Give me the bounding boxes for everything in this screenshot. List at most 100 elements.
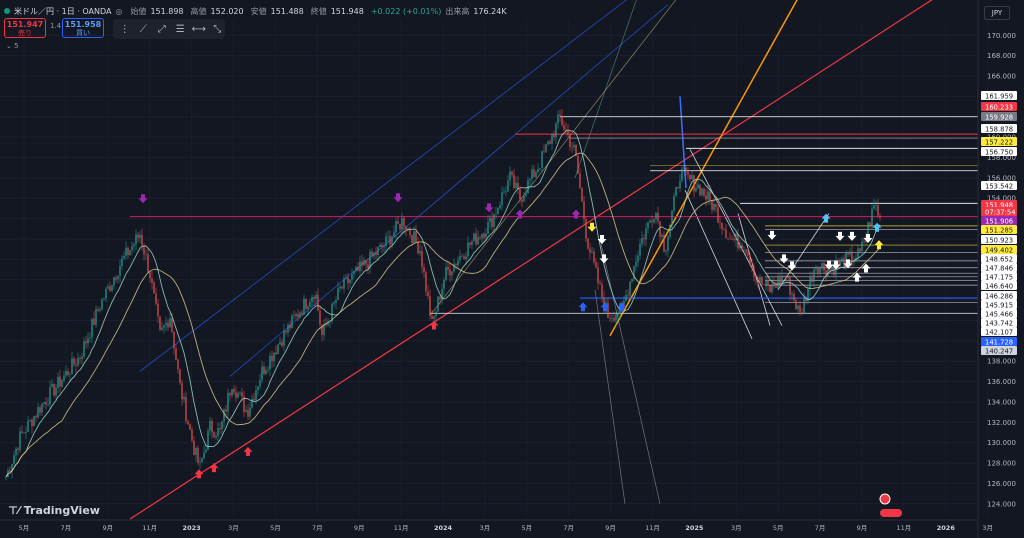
candle-body [627, 294, 629, 296]
price-tag-label: 158.878 [985, 126, 1013, 134]
price-tag-label: 157.222 [985, 139, 1013, 147]
candle-body [155, 293, 157, 304]
buy-button[interactable]: 151.958 買い [62, 18, 104, 38]
candle-body [39, 407, 41, 413]
candle-body [645, 228, 647, 240]
candle-body [133, 244, 135, 247]
fib-tool-icon[interactable]: ☰ [175, 23, 185, 35]
candle-body [565, 129, 567, 131]
currency-button[interactable]: JPY [984, 6, 1010, 20]
candle-body [235, 392, 237, 398]
candle-body [765, 280, 767, 285]
ray-tool-icon[interactable]: ⤢ [157, 23, 166, 35]
candle-body [821, 263, 823, 267]
candle-body [189, 424, 191, 430]
time-tick-label: 5月 [19, 524, 30, 532]
grip-icon[interactable]: ⋮ [119, 23, 130, 35]
candle-body [723, 228, 725, 230]
candle-body [717, 207, 719, 223]
candle-body [535, 172, 537, 177]
candle-body [769, 285, 771, 293]
candle-body [269, 355, 271, 370]
candle-body [229, 393, 231, 396]
candle-body [99, 309, 101, 311]
sell-button[interactable]: 151.947 売り [4, 18, 46, 38]
candle-body [519, 189, 521, 200]
candle-body [149, 272, 151, 279]
time-tick-label: 5月 [270, 524, 281, 532]
candle-body [329, 321, 331, 323]
purple-down-arrow [138, 194, 148, 204]
ma-slow-line [5, 152, 881, 478]
candle-body [607, 302, 609, 318]
candle-body [107, 286, 109, 289]
event-icon [879, 493, 891, 505]
hline-tool-icon[interactable]: ⟷ [191, 23, 206, 35]
candle-body [455, 263, 457, 266]
price-tag-box [981, 263, 1017, 272]
candle-body [763, 284, 765, 285]
candle-body [371, 251, 373, 257]
candle-body [721, 222, 723, 229]
close-label: 終値 [310, 6, 327, 16]
time-tick-label: 5月 [521, 524, 532, 532]
candle-body [811, 277, 813, 282]
candle-body [657, 212, 659, 222]
candle-body [583, 201, 585, 220]
ma-fast-line [5, 129, 881, 478]
candle-body [111, 285, 113, 291]
candle-body [445, 266, 447, 280]
candle-body [187, 421, 189, 425]
candle-body [709, 191, 711, 201]
candle-body [301, 312, 303, 315]
candle-body [41, 403, 43, 413]
layers-toggle[interactable]: ⌄ 5 [6, 42, 19, 50]
price-tag-label: 141.728 [985, 339, 1013, 347]
red-up-arrow [209, 463, 219, 473]
time-tick-label: 3月 [982, 524, 993, 532]
candle-body [817, 268, 819, 274]
candle-body [21, 431, 23, 434]
candle-body [451, 271, 453, 276]
volume-label: 出来高 [445, 6, 470, 16]
candle-body [665, 250, 667, 252]
candle-body [643, 238, 645, 240]
price-tag-box [981, 254, 1017, 263]
symbol-title[interactable]: 米ドル／円 · 1日 · OANDA [14, 6, 112, 16]
candle-body [49, 387, 51, 405]
candle-body [193, 440, 195, 456]
candle-body [331, 303, 333, 322]
trendline-tool-icon[interactable]: ⟋ [139, 23, 147, 35]
candle-body [553, 134, 555, 138]
grid-lines [0, 20, 989, 516]
candle-body [813, 269, 815, 282]
price-tag-box [981, 327, 1017, 336]
impulse-line [679, 96, 687, 189]
candle-body [829, 268, 831, 271]
candle-body [635, 261, 637, 267]
candle-body [751, 265, 753, 268]
candle-body [463, 256, 465, 260]
candle-body [431, 315, 433, 319]
candle-body [183, 396, 185, 400]
candle-body [233, 389, 235, 393]
candle-body [649, 220, 651, 223]
eye-icon[interactable]: ◎ [115, 6, 123, 16]
price-tag-label: 143.742 [985, 320, 1013, 328]
candle-body [13, 455, 15, 465]
price-tag-box [981, 137, 1017, 146]
white-down-arrow [767, 230, 777, 240]
candle-body [541, 151, 543, 169]
time-tick-label: 2026 [937, 524, 956, 532]
price-tag-label: 147.175 [985, 274, 1013, 282]
candle-body [169, 318, 171, 328]
time-tick-label: 3月 [731, 524, 742, 532]
time-axis[interactable]: 5月 7月 9月 11月 2023 3月 5月 7月 9月 11月 2024 3月 5月 7月 9月 11月 2… [0, 519, 993, 532]
candle-body [663, 234, 665, 252]
high-label: 高値 [190, 6, 207, 16]
blue-up-arrow [600, 302, 610, 312]
path-tool-icon[interactable]: ⤡ [213, 23, 222, 35]
candle-body [793, 293, 795, 301]
candle-body [85, 341, 87, 344]
